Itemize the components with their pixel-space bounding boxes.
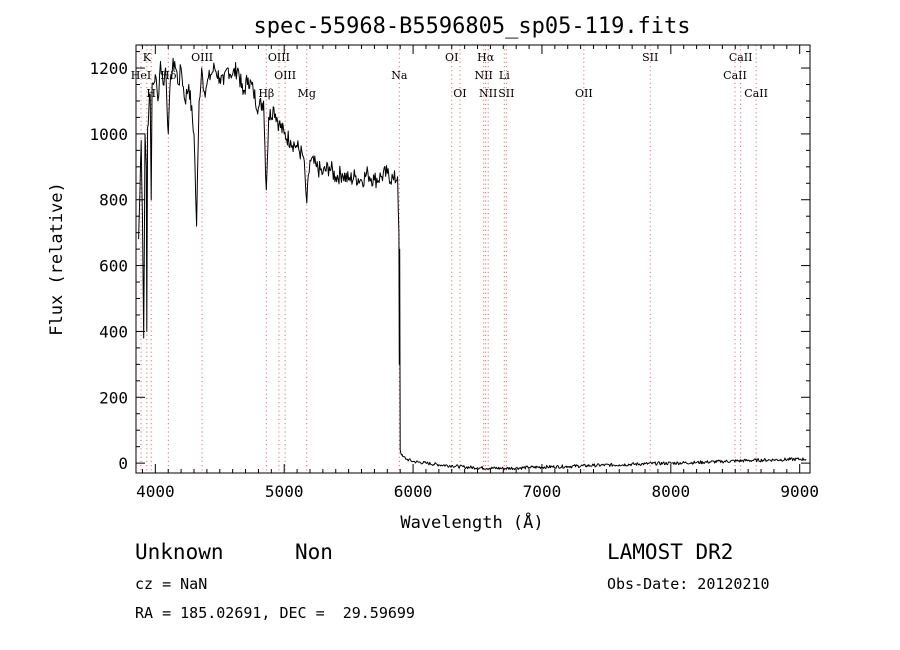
y-tick-label-3: 600: [99, 257, 128, 276]
redshift-cz: cz = NaN: [135, 575, 208, 593]
x-tick-label-5: 9000: [780, 482, 819, 501]
marker-label-17: OII: [575, 87, 593, 100]
marker-label-11: OI: [453, 87, 466, 100]
spectrum-line-0: [138, 57, 807, 471]
marker-label-16: SII: [498, 87, 514, 100]
marker-label-14: Li: [499, 69, 510, 82]
y-axis-label: Flux (relative): [47, 182, 67, 336]
marker-label-18: SII: [642, 51, 658, 64]
survey-name: LAMOST DR2: [607, 540, 734, 564]
observation-date: Obs-Date: 20120210: [607, 575, 770, 593]
y-tick-label-6: 1200: [89, 59, 128, 78]
y-tick-label-4: 800: [99, 191, 128, 210]
marker-label-21: CaII: [744, 87, 768, 100]
marker-label-10: OI: [445, 51, 458, 64]
marker-label-3: H: [146, 87, 156, 100]
object-class: Unknown: [135, 540, 224, 564]
chart-title: spec-55968-B5596805_sp05-119.fits: [253, 14, 690, 39]
marker-label-15: NII: [479, 87, 497, 100]
x-tick-label-2: 6000: [394, 482, 433, 501]
x-tick-label-0: 4000: [136, 482, 175, 501]
marker-label-8: Mg: [298, 87, 316, 100]
marker-label-13: NII: [475, 69, 493, 82]
marker-label-1: HeI: [131, 69, 151, 82]
x-tick-label-1: 5000: [265, 482, 304, 501]
x-tick-label-4: 8000: [652, 482, 691, 501]
x-axis-label: Wavelength (Å): [400, 511, 543, 533]
spectrum-series: [138, 57, 807, 471]
axis-ticks: 4000 5000 6000 7000 8000 9000 0 200 400 600 800 100…: [89, 45, 819, 501]
marker-label-0: K: [143, 51, 152, 64]
marker-label-7: Hβ: [258, 87, 274, 100]
marker-label-5: OIII: [268, 51, 290, 64]
marker-label-6: OIII: [274, 69, 296, 82]
marker-label-4: OIII: [191, 51, 213, 64]
y-tick-label-5: 1000: [89, 125, 128, 144]
marker-label-9: Na: [391, 69, 408, 82]
object-subclass: Non: [295, 540, 333, 564]
x-tick-label-3: 7000: [523, 482, 562, 501]
y-tick-label-2: 400: [99, 322, 128, 341]
marker-label-12: Hα: [477, 51, 495, 64]
y-tick-label-0: 0: [118, 454, 128, 473]
plot-frame: [135, 44, 811, 474]
marker-label-20: CaII: [723, 69, 747, 82]
ra-dec-coordinates: RA = 185.02691, DEC = 29.59699: [135, 604, 415, 622]
marker-label-19: CaII: [729, 51, 753, 64]
y-tick-label-1: 200: [99, 388, 128, 407]
